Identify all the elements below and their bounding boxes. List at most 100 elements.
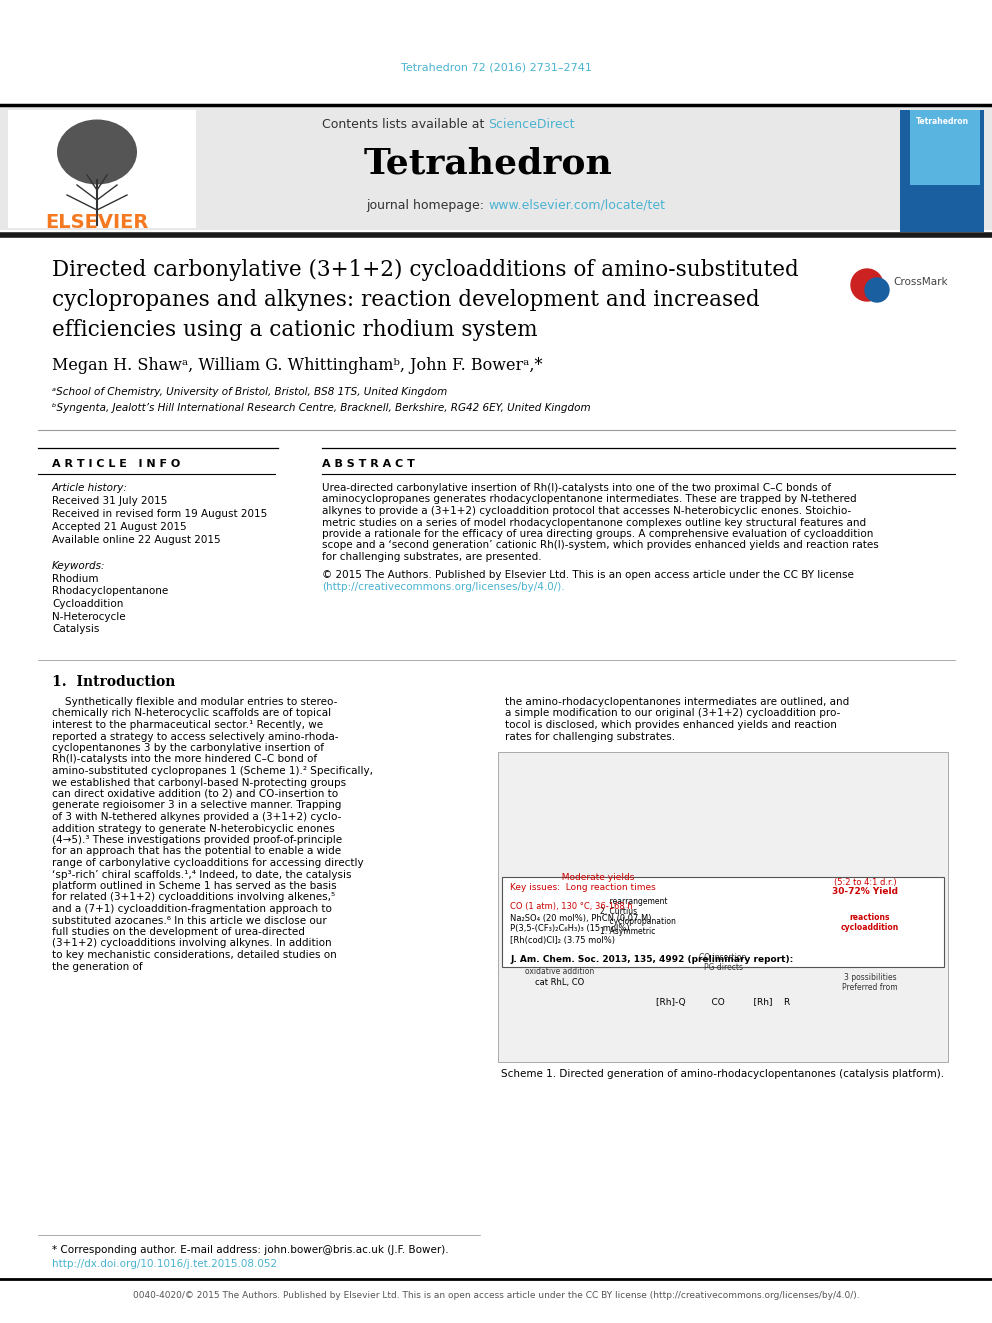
- Text: of 3 with N-tethered alkynes provided a (3+1+2) cyclo-: of 3 with N-tethered alkynes provided a …: [52, 812, 341, 822]
- FancyBboxPatch shape: [502, 877, 944, 967]
- Text: chemically rich N-heterocyclic scaffolds are of topical: chemically rich N-heterocyclic scaffolds…: [52, 709, 331, 718]
- Text: 0040-4020/© 2015 The Authors. Published by Elsevier Ltd. This is an open access : 0040-4020/© 2015 The Authors. Published …: [133, 1291, 859, 1301]
- Text: rates for challenging substrates.: rates for challenging substrates.: [505, 732, 676, 741]
- Text: journal homepage:: journal homepage:: [366, 198, 488, 212]
- Text: Cycloaddition: Cycloaddition: [52, 599, 123, 609]
- Text: for challenging substrates, are presented.: for challenging substrates, are presente…: [322, 552, 542, 562]
- Circle shape: [865, 278, 889, 302]
- Text: Received in revised form 19 August 2015: Received in revised form 19 August 2015: [52, 509, 267, 519]
- Text: Tetrahedron 72 (2016) 2731–2741: Tetrahedron 72 (2016) 2731–2741: [401, 64, 591, 73]
- Circle shape: [851, 269, 883, 302]
- Text: [Rh(cod)Cl]₂ (3.75 mol%): [Rh(cod)Cl]₂ (3.75 mol%): [510, 935, 615, 945]
- Text: cyclopentanones 3 by the carbonylative insertion of: cyclopentanones 3 by the carbonylative i…: [52, 744, 324, 753]
- Text: aminocyclopropanes generates rhodacyclopentanone intermediates. These are trappe: aminocyclopropanes generates rhodacyclop…: [322, 495, 857, 504]
- Text: generate regioisomer 3 in a selective manner. Trapping: generate regioisomer 3 in a selective ma…: [52, 800, 341, 811]
- Text: http://dx.doi.org/10.1016/j.tet.2015.08.052: http://dx.doi.org/10.1016/j.tet.2015.08.…: [52, 1259, 277, 1269]
- Text: ‘sp³-rich’ chiral scaffolds.¹,⁴ Indeed, to date, the catalysis: ‘sp³-rich’ chiral scaffolds.¹,⁴ Indeed, …: [52, 869, 351, 880]
- Text: ᵃSchool of Chemistry, University of Bristol, Bristol, BS8 1TS, United Kingdom: ᵃSchool of Chemistry, University of Bris…: [52, 388, 447, 397]
- Text: A R T I C L E   I N F O: A R T I C L E I N F O: [52, 459, 181, 468]
- FancyBboxPatch shape: [0, 105, 992, 230]
- Text: scope and a ‘second generation’ cationic Rh(I)-system, which provides enhanced y: scope and a ‘second generation’ cationic…: [322, 541, 879, 550]
- Text: CrossMark: CrossMark: [893, 277, 947, 287]
- Text: Synthetically flexible and modular entries to stereo-: Synthetically flexible and modular entri…: [52, 697, 337, 706]
- Text: tocol is disclosed, which provides enhanced yields and reaction: tocol is disclosed, which provides enhan…: [505, 720, 837, 730]
- Text: cyclopropanes and alkynes: reaction development and increased: cyclopropanes and alkynes: reaction deve…: [52, 288, 760, 311]
- Text: range of carbonylative cycloadditions for accessing directly: range of carbonylative cycloadditions fo…: [52, 859, 364, 868]
- Text: substituted azocanes.⁶ In this article we disclose our: substituted azocanes.⁶ In this article w…: [52, 916, 326, 926]
- Text: J. Am. Chem. Soc. 2013, 135, 4992 (preliminary report):: J. Am. Chem. Soc. 2013, 135, 4992 (preli…: [510, 955, 794, 964]
- Text: CO insertion: CO insertion: [699, 953, 747, 962]
- Text: Moderate yields: Moderate yields: [510, 872, 634, 881]
- Text: cat RhL, CO: cat RhL, CO: [536, 978, 584, 987]
- Text: (3+1+2) cycloadditions involving alkynes. In addition: (3+1+2) cycloadditions involving alkynes…: [52, 938, 331, 949]
- Text: a simple modification to our original (3+1+2) cycloaddition pro-: a simple modification to our original (3…: [505, 709, 840, 718]
- Text: © 2015 The Authors. Published by Elsevier Ltd. This is an open access article un: © 2015 The Authors. Published by Elsevie…: [322, 569, 854, 579]
- Text: the generation of: the generation of: [52, 962, 143, 971]
- Text: and a (7+1) cycloaddition-fragmentation approach to: and a (7+1) cycloaddition-fragmentation …: [52, 904, 332, 914]
- Text: full studies on the development of urea-directed: full studies on the development of urea-…: [52, 927, 305, 937]
- Text: (4→5).³ These investigations provided proof-of-principle: (4→5).³ These investigations provided pr…: [52, 835, 342, 845]
- Text: Rh(I)-catalysts into the more hindered C–C bond of: Rh(I)-catalysts into the more hindered C…: [52, 754, 317, 765]
- Text: 2. Curtius: 2. Curtius: [600, 908, 637, 917]
- Text: platform outlined in Scheme 1 has served as the basis: platform outlined in Scheme 1 has served…: [52, 881, 336, 890]
- Text: www.elsevier.com/locate/tet: www.elsevier.com/locate/tet: [488, 198, 665, 212]
- Text: Urea-directed carbonylative insertion of Rh(I)-catalysts into one of the two pro: Urea-directed carbonylative insertion of…: [322, 483, 831, 493]
- FancyBboxPatch shape: [910, 110, 980, 185]
- Text: Scheme 1. Directed generation of amino-rhodacyclopentanones (catalysis platform): Scheme 1. Directed generation of amino-r…: [501, 1069, 944, 1080]
- FancyBboxPatch shape: [498, 751, 948, 1062]
- Text: 30-72% Yield: 30-72% Yield: [832, 888, 898, 897]
- Text: for an approach that has the potential to enable a wide: for an approach that has the potential t…: [52, 847, 341, 856]
- Text: PG directs: PG directs: [703, 963, 742, 971]
- Text: 1.  Introduction: 1. Introduction: [52, 675, 176, 689]
- Text: we established that carbonyl-based N-protecting groups: we established that carbonyl-based N-pro…: [52, 778, 346, 787]
- Text: Keywords:: Keywords:: [52, 561, 105, 572]
- Text: provide a rationale for the efficacy of urea directing groups. A comprehensive e: provide a rationale for the efficacy of …: [322, 529, 873, 538]
- FancyBboxPatch shape: [8, 110, 196, 228]
- Text: efficiencies using a cationic rhodium system: efficiencies using a cationic rhodium sy…: [52, 319, 538, 341]
- Text: Available online 22 August 2015: Available online 22 August 2015: [52, 534, 220, 545]
- Text: alkynes to provide a (3+1+2) cycloaddition protocol that accesses N-heterobicycl: alkynes to provide a (3+1+2) cycloadditi…: [322, 505, 851, 516]
- Text: Contents lists available at: Contents lists available at: [321, 119, 488, 131]
- Text: 3 possibilities: 3 possibilities: [843, 972, 897, 982]
- Text: ᵇSyngenta, Jealott’s Hill International Research Centre, Bracknell, Berkshire, R: ᵇSyngenta, Jealott’s Hill International …: [52, 404, 590, 413]
- Text: reported a strategy to access selectively amino-rhoda-: reported a strategy to access selectivel…: [52, 732, 338, 741]
- Ellipse shape: [57, 119, 137, 184]
- Text: metric studies on a series of model rhodacyclopentanone complexes outline key st: metric studies on a series of model rhod…: [322, 517, 866, 528]
- Text: P(3,5-(CF₃)₂C₆H₃)₃ (15 mol%): P(3,5-(CF₃)₂C₆H₃)₃ (15 mol%): [510, 925, 630, 934]
- Text: * Corresponding author. E-mail address: john.bower@bris.ac.uk (J.F. Bower).: * Corresponding author. E-mail address: …: [52, 1245, 448, 1256]
- Text: (http://creativecommons.org/licenses/by/4.0/).: (http://creativecommons.org/licenses/by/…: [322, 582, 564, 591]
- Text: cycloaddition: cycloaddition: [841, 922, 899, 931]
- Text: Rhodacyclopentanone: Rhodacyclopentanone: [52, 586, 169, 597]
- Text: Article history:: Article history:: [52, 483, 128, 493]
- Text: [Rh]-Q         CO          [Rh]    R: [Rh]-Q CO [Rh] R: [656, 998, 790, 1007]
- Text: cyclopropanation: cyclopropanation: [600, 917, 676, 926]
- Text: Received 31 July 2015: Received 31 July 2015: [52, 496, 168, 505]
- Text: (5:2 to 4:1 d.r.): (5:2 to 4:1 d.r.): [833, 877, 897, 886]
- Text: oxidative addition: oxidative addition: [526, 967, 594, 976]
- Text: Directed carbonylative (3+1+2) cycloadditions of amino-substituted: Directed carbonylative (3+1+2) cycloaddi…: [52, 259, 799, 280]
- Text: Na₂SO₄ (20 mol%), PhCN (0.07 M): Na₂SO₄ (20 mol%), PhCN (0.07 M): [510, 913, 652, 922]
- Text: interest to the pharmaceutical sector.¹ Recently, we: interest to the pharmaceutical sector.¹ …: [52, 720, 323, 730]
- Text: 1. Asymmetric: 1. Asymmetric: [600, 927, 656, 937]
- Text: Catalysis: Catalysis: [52, 624, 99, 634]
- Text: ELSEVIER: ELSEVIER: [46, 213, 149, 232]
- Text: Preferred from: Preferred from: [842, 983, 898, 991]
- Text: reactions: reactions: [850, 913, 890, 922]
- Text: Megan H. Shawᵃ, William G. Whittinghamᵇ, John F. Bowerᵃ,*: Megan H. Shawᵃ, William G. Whittinghamᵇ,…: [52, 357, 543, 374]
- Text: for related (3+1+2) cycloadditions involving alkenes,⁵: for related (3+1+2) cycloadditions invol…: [52, 893, 335, 902]
- Text: can direct oxidative addition (to 2) and CO-insertion to: can direct oxidative addition (to 2) and…: [52, 789, 338, 799]
- Text: rearrangement: rearrangement: [600, 897, 668, 906]
- Text: to key mechanistic considerations, detailed studies on: to key mechanistic considerations, detai…: [52, 950, 336, 960]
- Text: ScienceDirect: ScienceDirect: [488, 119, 574, 131]
- Text: CO (1 atm), 130 °C, 36-168 h: CO (1 atm), 130 °C, 36-168 h: [510, 902, 633, 912]
- FancyBboxPatch shape: [900, 110, 984, 232]
- Text: amino-substituted cyclopropanes 1 (Scheme 1).² Specifically,: amino-substituted cyclopropanes 1 (Schem…: [52, 766, 373, 777]
- Text: Key issues:  Long reaction times: Key issues: Long reaction times: [510, 882, 656, 892]
- Text: Rhodium: Rhodium: [52, 574, 98, 583]
- Text: Tetrahedron: Tetrahedron: [916, 118, 968, 127]
- Text: A B S T R A C T: A B S T R A C T: [322, 459, 415, 468]
- Text: Tetrahedron: Tetrahedron: [363, 146, 612, 180]
- Text: N-Heterocycle: N-Heterocycle: [52, 611, 126, 622]
- Text: the amino-rhodacyclopentanones intermediates are outlined, and: the amino-rhodacyclopentanones intermedi…: [505, 697, 849, 706]
- Text: addition strategy to generate N-heterobicyclic enones: addition strategy to generate N-heterobi…: [52, 823, 334, 833]
